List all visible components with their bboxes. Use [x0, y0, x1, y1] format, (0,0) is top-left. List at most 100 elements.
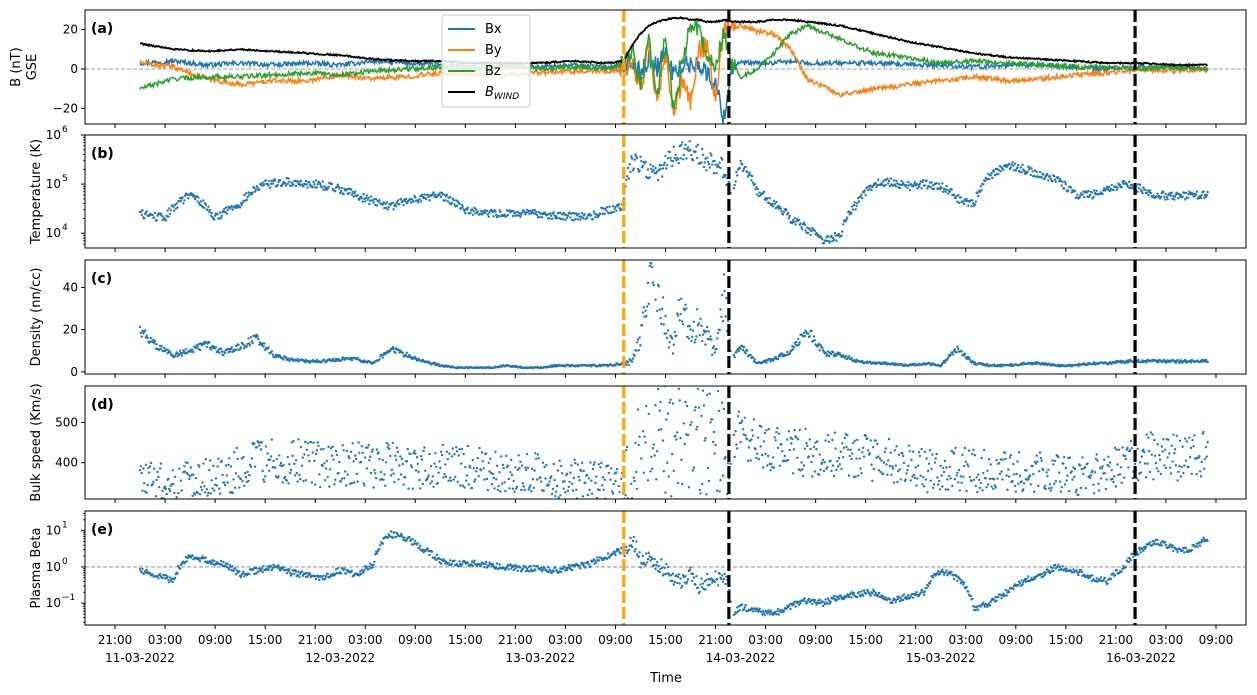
data-point: [956, 471, 959, 475]
data-point: [865, 592, 868, 595]
data-point: [867, 449, 870, 452]
data-point: [269, 458, 272, 461]
data-point: [606, 552, 610, 555]
data-point: [1110, 468, 1113, 472]
data-point: [298, 181, 301, 184]
data-point: [321, 464, 324, 468]
data-point: [842, 597, 846, 600]
data-point: [299, 445, 303, 449]
data-point: [466, 206, 469, 209]
data-point: [1009, 166, 1012, 169]
data-point: [573, 212, 576, 215]
data-point: [1014, 490, 1017, 493]
data-point: [337, 471, 340, 475]
data-point: [698, 488, 701, 492]
data-point: [248, 473, 251, 477]
data-point: [450, 455, 454, 458]
data-point: [463, 486, 466, 489]
data-point: [269, 186, 272, 189]
data-point: [338, 460, 341, 464]
data-point: [566, 567, 570, 570]
data-point: [817, 342, 821, 346]
data-point: [1034, 462, 1038, 465]
data-point: [822, 601, 826, 604]
data-point: [335, 453, 339, 457]
data-point: [636, 167, 640, 171]
data-point: [1036, 460, 1039, 463]
data-point: [714, 163, 717, 166]
data-point: [560, 464, 563, 468]
data-point: [356, 194, 359, 197]
data-point: [696, 586, 700, 589]
data-point: [492, 476, 495, 480]
data-point: [234, 344, 238, 348]
data-point: [1040, 176, 1043, 179]
data-point: [595, 561, 598, 564]
data-point: [158, 486, 161, 489]
data-point: [1159, 472, 1163, 476]
data-point: [142, 467, 145, 470]
data-point: [434, 193, 437, 196]
data-point: [1007, 475, 1011, 478]
data-point: [499, 490, 502, 493]
data-point: [367, 196, 370, 200]
data-point: [467, 483, 470, 486]
data-point: [785, 209, 788, 212]
data-point: [675, 574, 678, 577]
data-point: [173, 203, 177, 206]
data-point: [831, 236, 835, 240]
data-point: [990, 171, 993, 175]
data-point: [533, 469, 536, 472]
data-point: [1017, 163, 1020, 167]
data-point: [445, 193, 449, 196]
data-point: [701, 389, 705, 392]
data-point: [257, 570, 260, 573]
data-point: [684, 143, 687, 146]
data-point: [602, 558, 605, 561]
data-point: [607, 471, 610, 475]
data-point: [557, 496, 560, 499]
data-point: [339, 480, 343, 483]
data-point: [1012, 164, 1015, 167]
data-point: [465, 474, 469, 477]
data-point: [923, 450, 927, 454]
data-point: [407, 487, 410, 490]
data-point: [1094, 457, 1098, 461]
data-point: [1153, 454, 1157, 457]
data-point: [1198, 455, 1201, 458]
data-point: [874, 439, 877, 442]
data-point: [555, 490, 558, 493]
data-point: [1164, 466, 1168, 470]
data-point: [444, 463, 447, 466]
data-point: [1097, 482, 1100, 485]
data-point: [721, 574, 724, 577]
data-point: [713, 452, 716, 455]
data-point: [860, 193, 863, 196]
data-point: [956, 200, 959, 203]
data-point: [529, 564, 532, 568]
data-point: [669, 156, 672, 159]
data-point: [748, 171, 751, 174]
data-point: [987, 483, 990, 486]
y-tick-label: −20: [53, 101, 78, 115]
data-point: [853, 201, 856, 204]
data-point: [186, 556, 189, 560]
data-point: [494, 450, 497, 453]
data-point: [326, 475, 329, 479]
data-point: [732, 353, 736, 357]
data-point: [682, 422, 685, 425]
data-point: [860, 472, 863, 475]
data-point: [287, 482, 290, 485]
data-point: [231, 491, 234, 495]
data-point: [576, 463, 580, 466]
data-point: [250, 457, 253, 460]
data-point: [1013, 484, 1017, 487]
data-point: [696, 308, 699, 311]
data-point: [705, 330, 708, 333]
data-point: [308, 459, 311, 463]
data-point: [633, 550, 636, 553]
data-point: [586, 493, 590, 497]
data-point: [151, 213, 154, 217]
data-point: [362, 482, 365, 485]
data-point: [598, 488, 601, 492]
